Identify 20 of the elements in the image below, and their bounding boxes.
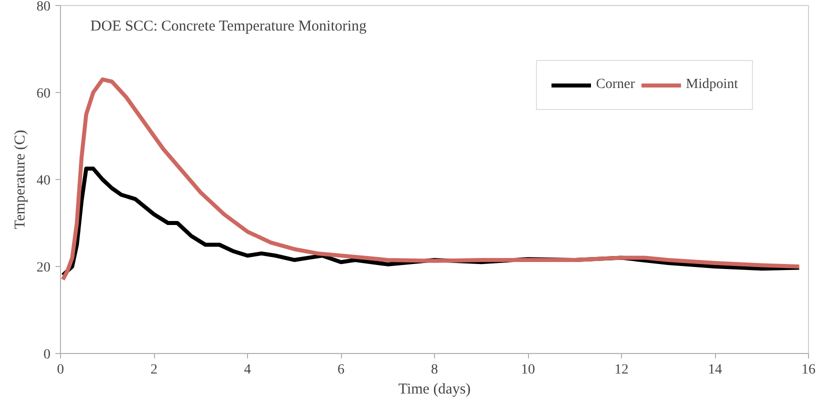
legend-label: Corner [596,77,635,93]
y-tick-label: 0 [44,348,50,362]
x-tick-label: 14 [708,362,722,378]
x-tick-label: 2 [150,362,158,378]
text: DOE SCC: Concrete Temperature Monitoring [90,18,368,34]
y-tick-label: 60 [36,86,50,102]
x-tick-label: 6 [338,362,344,378]
x-tick-label: 12 [614,362,628,378]
y-axis-title: Temperature (C) [12,130,28,230]
x-tick-label: 10 [521,362,535,378]
x-tick-label: 16 [802,362,816,378]
x-axis-title: Time (days) [398,382,471,398]
x-tick-label: 8 [431,362,438,378]
x-tick-label: 4 [244,362,251,378]
y-tick-label: 80 [36,0,50,14]
x-tick-label: 0 [57,362,64,378]
y-tick-label: 40 [36,174,50,188]
line-series [60,77,802,282]
y-tick-label: 20 [36,260,50,276]
legend-label: Midpoint [686,77,738,93]
